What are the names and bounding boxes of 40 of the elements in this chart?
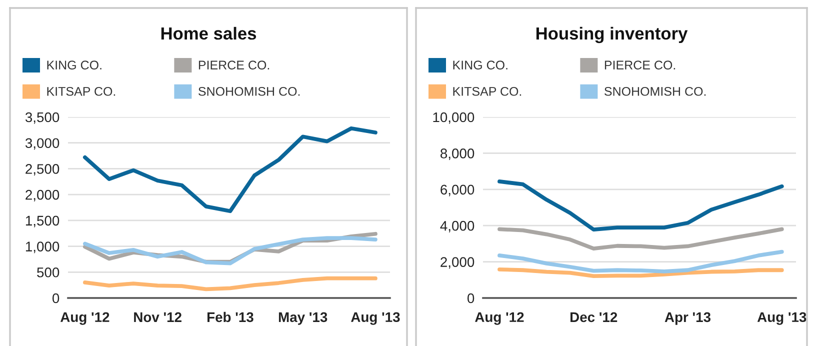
legend-label: SNOHOMISH CO. <box>198 86 300 96</box>
y-tick-label: 3,000 <box>25 138 60 150</box>
x-tick-label: Aug '12 <box>60 312 110 325</box>
y-tick-label: 2,000 <box>440 257 474 269</box>
x-tick-label: Nov '12 <box>134 312 182 322</box>
x-tick-label: Apr '13 <box>664 312 711 325</box>
legend-label: KING CO. <box>453 60 508 70</box>
y-tick-label: 6,000 <box>440 184 474 196</box>
y-tick-label: 2,500 <box>26 164 60 176</box>
line-series <box>498 250 784 274</box>
y-tick-label: 1,500 <box>26 216 60 228</box>
y-tick-label: 10,000 <box>433 112 474 124</box>
x-tick-label: Aug '13 <box>757 312 806 325</box>
x-tick-label: Aug '12 <box>475 312 524 325</box>
legend-label: KING CO. <box>47 60 102 70</box>
chart-title: Home sales <box>161 26 256 40</box>
x-tick-label: Dec '12 <box>570 312 618 322</box>
y-tick-label: 0 <box>52 293 60 304</box>
line-series <box>498 179 784 232</box>
y-tick-label: 0 <box>467 293 474 304</box>
line-series <box>83 276 378 292</box>
x-tick-label: May '13 <box>278 312 328 325</box>
y-tick-label: 8,000 <box>440 148 474 160</box>
y-tick-label: 2,000 <box>26 190 60 202</box>
y-tick-label: 1,000 <box>26 242 60 254</box>
line-series <box>498 267 784 278</box>
y-tick-label: 3,500 <box>25 112 60 124</box>
legend-label: KITSAP CO. <box>453 86 522 96</box>
legend-label: KITSAP CO. <box>47 86 116 96</box>
line-series <box>83 126 378 214</box>
x-tick-label: Aug '13 <box>351 312 400 325</box>
x-tick-label: Feb '13 <box>207 312 254 322</box>
y-tick-label: 4,000 <box>440 220 474 232</box>
y-tick-label: 500 <box>37 267 60 278</box>
legend-label: PIERCE CO. <box>604 60 676 70</box>
legend-label: SNOHOMISH CO. <box>604 86 706 96</box>
line-series <box>498 227 784 251</box>
chart-title: Housing inventory <box>536 26 688 44</box>
legend-label: PIERCE CO. <box>198 60 270 70</box>
line-series <box>83 236 378 266</box>
